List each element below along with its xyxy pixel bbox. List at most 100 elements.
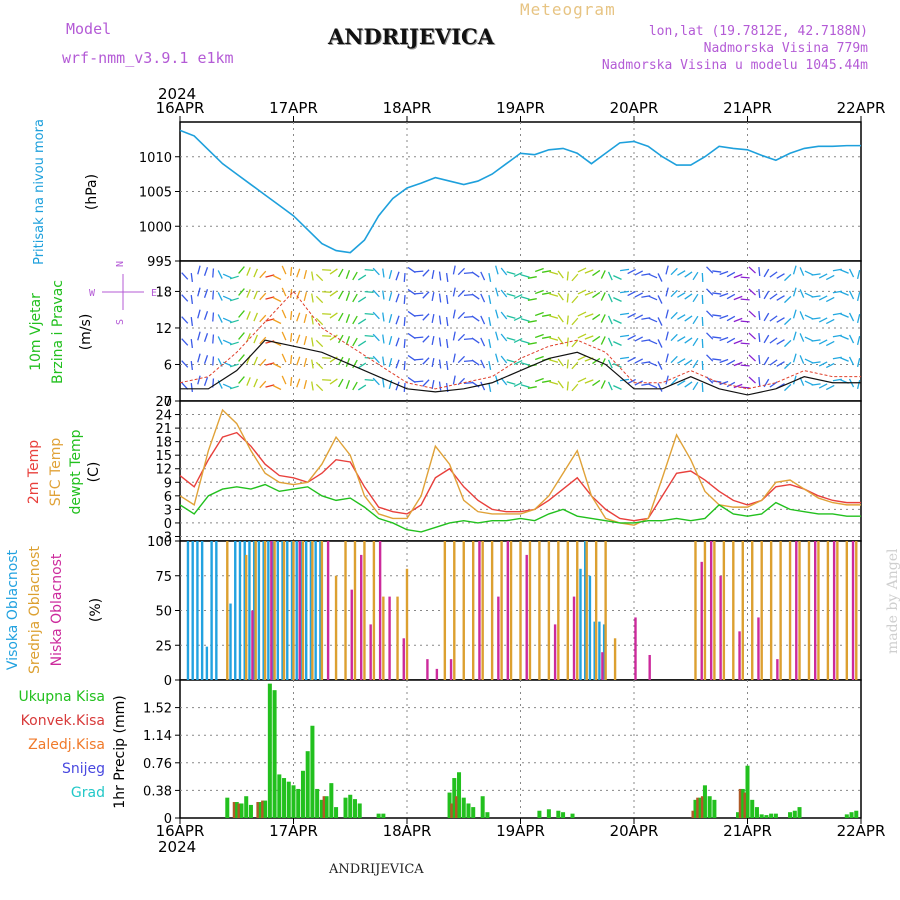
wind-arrow bbox=[395, 315, 400, 325]
wind-arrow bbox=[463, 337, 474, 341]
precip-legend-4: Snijeg bbox=[62, 761, 105, 777]
xtick-bottom-label: 21APR bbox=[723, 822, 772, 840]
wind-arrow bbox=[445, 338, 449, 349]
wind-arrow bbox=[804, 292, 814, 298]
cloud-bar-3 bbox=[757, 617, 760, 680]
wind-arrow bbox=[203, 289, 209, 298]
wind-arrow bbox=[758, 376, 761, 387]
wind-arrow bbox=[627, 312, 636, 319]
wind-arrow bbox=[265, 384, 275, 388]
wind-arrow bbox=[422, 313, 430, 321]
wind-arrow bbox=[407, 354, 416, 362]
pressure-axis-label: (hPa) bbox=[84, 174, 100, 210]
wind-arrow bbox=[566, 271, 569, 281]
cloud-bar-2 bbox=[585, 541, 588, 680]
wind-arrow bbox=[471, 271, 480, 278]
xtick-top-label: 16APR bbox=[156, 99, 205, 117]
temp-axis-label: (C) bbox=[86, 462, 102, 483]
cloud-bar-2 bbox=[472, 541, 475, 680]
wind-arrow bbox=[229, 319, 239, 324]
wind-arrow bbox=[613, 275, 622, 280]
wind-arrow bbox=[253, 356, 259, 366]
wind-arrow bbox=[571, 273, 579, 282]
wind-arrow bbox=[670, 267, 678, 276]
wind-arrow bbox=[577, 355, 587, 361]
wind-arrow bbox=[495, 375, 499, 385]
wind-arrow bbox=[395, 359, 400, 369]
wind-arrow bbox=[506, 337, 516, 341]
wind-arrow bbox=[357, 318, 367, 325]
wind-arrow bbox=[758, 332, 761, 343]
wind-arrow bbox=[414, 380, 424, 383]
wind-arrow bbox=[600, 270, 606, 279]
ytick-label-temperature: 12 bbox=[155, 463, 172, 478]
precip-total-bar bbox=[461, 797, 466, 818]
wind-arrow bbox=[488, 338, 492, 349]
wind-arrow bbox=[238, 376, 245, 384]
cloud-bar-1 bbox=[262, 541, 265, 680]
precip-total-bar bbox=[849, 812, 854, 818]
wind-arrow bbox=[364, 312, 374, 316]
wind-arrow bbox=[648, 295, 658, 301]
ytick-label-pressure: 1005 bbox=[139, 186, 172, 201]
wind-arrow bbox=[181, 382, 189, 390]
precip-conv-bar bbox=[455, 796, 458, 818]
wind-arrow bbox=[296, 290, 301, 300]
wind-arrow bbox=[549, 293, 559, 297]
wind-arrow bbox=[634, 292, 644, 298]
wind-arrow bbox=[712, 292, 722, 295]
cloud-bar-2 bbox=[292, 541, 295, 680]
cloud-bar-2 bbox=[311, 541, 314, 680]
cloud-bar-3 bbox=[700, 561, 703, 680]
wind-arrow bbox=[856, 269, 861, 280]
cloud-bar-2 bbox=[779, 541, 782, 680]
wind-arrow bbox=[832, 334, 842, 338]
wind-arrow bbox=[403, 316, 406, 327]
precip-total-bar bbox=[319, 799, 324, 818]
cloud-bar-2 bbox=[344, 541, 347, 680]
wind-arrow bbox=[740, 386, 750, 389]
cloud-bar-2 bbox=[396, 596, 399, 680]
cloud-bar-1 bbox=[309, 541, 313, 680]
precip-total-bar bbox=[792, 810, 797, 818]
wind-arrow bbox=[832, 268, 842, 272]
compass-s-label: S bbox=[115, 319, 126, 325]
temp-side-label-2: SFC Temp bbox=[48, 438, 64, 507]
precip-total-bar bbox=[480, 796, 485, 818]
precip-total-bar bbox=[244, 796, 249, 818]
cloud-bar-2 bbox=[855, 541, 858, 680]
precip-conv-bar bbox=[322, 796, 326, 818]
wind-arrow bbox=[345, 336, 351, 345]
cloud-bar-2 bbox=[226, 541, 229, 680]
wind-arrow bbox=[488, 294, 492, 305]
wind-arrow bbox=[776, 361, 785, 367]
wind-arrow bbox=[748, 376, 756, 384]
wind-arrow bbox=[684, 337, 693, 344]
wind-arrow bbox=[848, 290, 855, 300]
precip-total-bar bbox=[258, 802, 263, 818]
ytick-label-wind: 18 bbox=[155, 285, 172, 300]
pressure-side-label: Pritisak na nivou mora bbox=[32, 119, 47, 265]
wind-arrow bbox=[840, 313, 849, 318]
wind-arrow bbox=[281, 265, 287, 275]
wind-arrow bbox=[265, 318, 275, 322]
cloud-bar-2 bbox=[576, 541, 579, 680]
precip-total-bar bbox=[740, 788, 745, 818]
wind-arrow bbox=[784, 273, 792, 282]
wind-arrow bbox=[229, 275, 239, 280]
wind-arrow bbox=[303, 335, 308, 346]
wind-arrow bbox=[541, 380, 552, 383]
wind-arrow bbox=[657, 339, 663, 348]
compass-n-label: N bbox=[115, 261, 126, 267]
cloud-bar-2 bbox=[741, 541, 744, 680]
wind-arrow bbox=[684, 315, 693, 322]
precip-conv-bar bbox=[256, 802, 259, 818]
wind-arrow bbox=[303, 357, 308, 368]
wind-arrow bbox=[181, 360, 189, 368]
precip-conv-bar bbox=[261, 800, 264, 818]
wind-arrow bbox=[677, 380, 686, 386]
temp-side-label-3: dewpt Temp bbox=[68, 429, 84, 514]
wind-arrow bbox=[352, 293, 358, 303]
wind-arrow bbox=[748, 266, 756, 274]
wind-arrow bbox=[471, 359, 480, 366]
